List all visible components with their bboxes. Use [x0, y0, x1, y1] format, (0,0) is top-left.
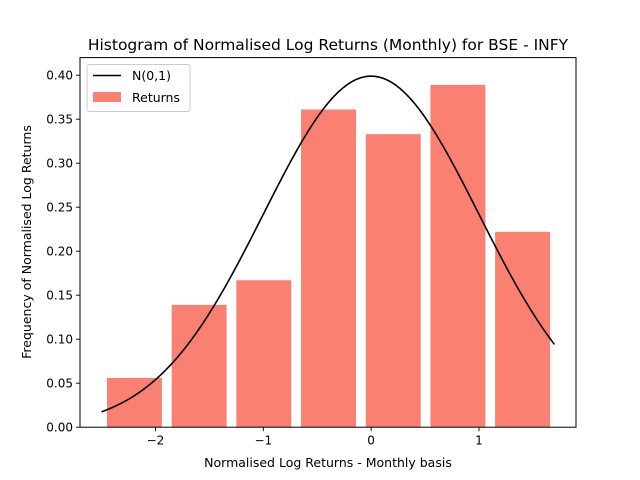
- plot-frame: [79, 57, 577, 428]
- x-tick-label: −2: [147, 434, 165, 448]
- y-tick-label: 0.00: [46, 421, 73, 435]
- y-tick-label: 0.25: [46, 201, 73, 215]
- legend-label-returns: Returns: [132, 90, 180, 105]
- x-tick-label: 1: [475, 434, 483, 448]
- y-tick-label: 0.10: [46, 333, 73, 347]
- bars-group: [106, 84, 551, 428]
- legend-label-normal: N(0,1): [132, 68, 171, 83]
- curve-group: [101, 75, 556, 413]
- y-tick-label: 0.20: [46, 245, 73, 259]
- y-tick-label: 0.15: [46, 289, 73, 303]
- bar-1: [106, 377, 162, 428]
- x-tick-label: 0: [367, 434, 375, 448]
- y-tick-label: 0.35: [46, 113, 73, 127]
- y-axis-label: Frequency of Normalised Log Returns: [19, 125, 34, 359]
- bar-4: [301, 109, 357, 428]
- bar-5: [365, 134, 421, 428]
- y-tick-label: 0.30: [46, 157, 73, 171]
- y-tick-label: 0.05: [46, 377, 73, 391]
- bar-2: [171, 304, 227, 428]
- x-tick-label: −1: [254, 434, 272, 448]
- normal-curve: [101, 75, 556, 413]
- legend: N(0,1) Returns: [86, 64, 191, 112]
- x-axis-label: Normalised Log Returns - Monthly basis: [204, 455, 452, 470]
- y-axis-ticks: 0.00 0.05 0.10 0.15 0.20 0.25 0.30 0.35 0.40: [46, 69, 80, 435]
- x-axis-ticks: −2 −1 0 1: [147, 427, 483, 448]
- legend-bar-swatch: [93, 92, 121, 102]
- bar-3: [236, 280, 292, 428]
- bar-6: [430, 84, 486, 428]
- chart-title: Histogram of Normalised Log Returns (Mon…: [88, 36, 569, 54]
- y-tick-label: 0.40: [46, 69, 73, 83]
